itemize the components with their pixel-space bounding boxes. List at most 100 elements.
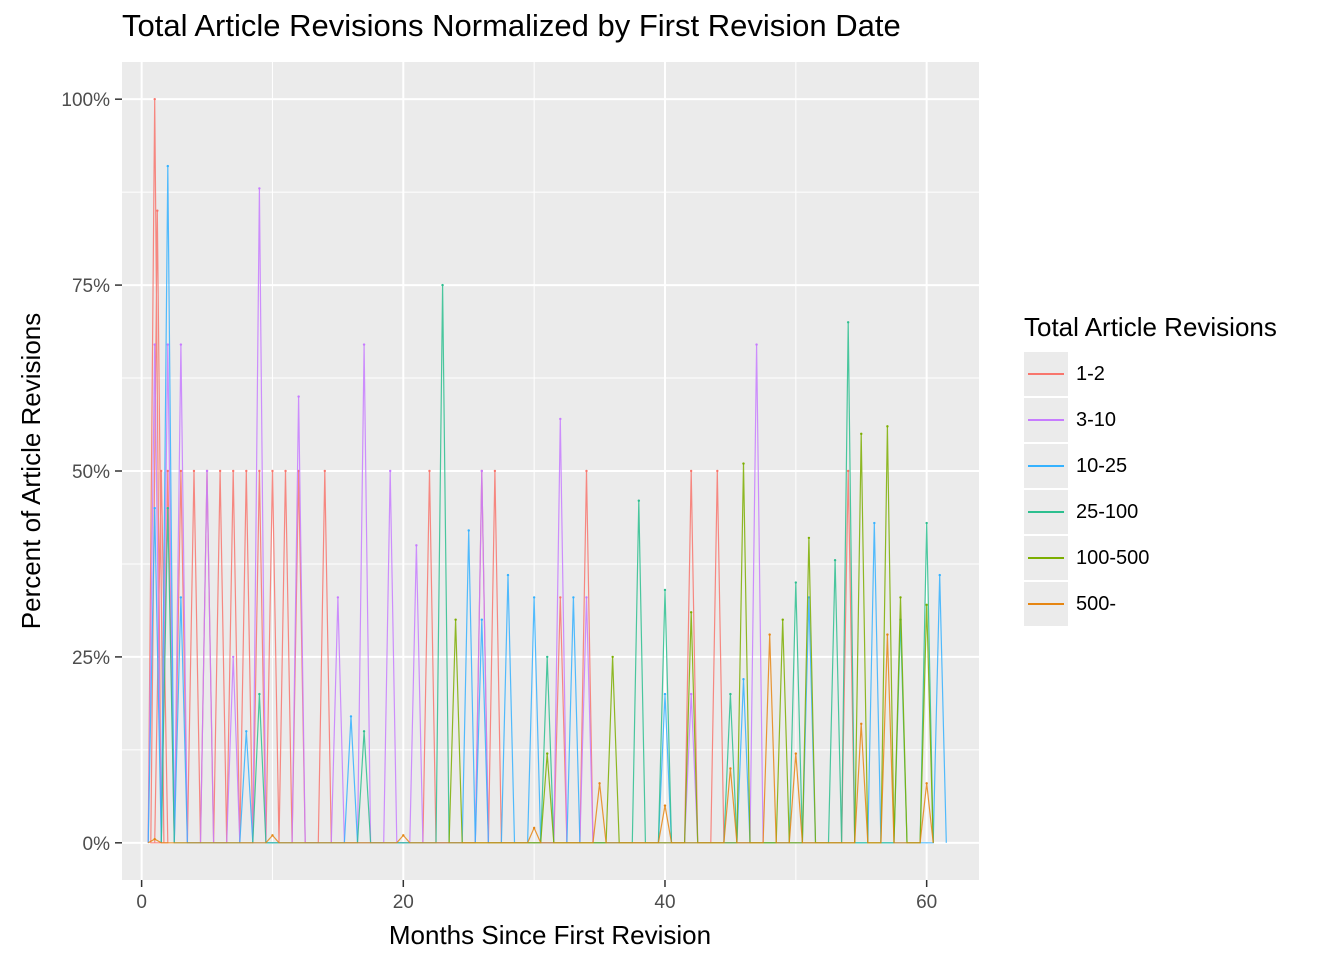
- data-point: [232, 655, 235, 659]
- data-point: [271, 834, 274, 837]
- legend-swatch: [1028, 373, 1064, 375]
- data-point: [467, 529, 470, 532]
- data-point: [729, 692, 732, 696]
- legend-key: [1024, 352, 1068, 396]
- data-point: [336, 596, 340, 599]
- data-point: [833, 559, 837, 562]
- data-point: [454, 618, 457, 621]
- legend-label: 10-25: [1076, 454, 1128, 477]
- legend: Total Article Revisions 1-2 3-10 10-25 25-1…: [1024, 312, 1277, 627]
- legend-label: 25-100: [1076, 500, 1139, 523]
- data-point: [179, 469, 183, 473]
- data-point: [166, 343, 169, 346]
- series-lines: [147, 97, 947, 844]
- legend-items: 1-2 3-10 10-25 25-100 100-500 500-: [1024, 351, 1277, 627]
- data-point: [585, 469, 588, 473]
- data-point: [402, 834, 405, 837]
- data-point: [742, 678, 745, 681]
- data-point: [689, 469, 693, 473]
- data-point: [925, 603, 928, 607]
- data-point: [232, 469, 235, 473]
- legend-swatch: [1028, 511, 1064, 513]
- legend-item: 1-2: [1024, 351, 1277, 397]
- data-point: [493, 469, 497, 473]
- data-point: [755, 343, 758, 346]
- data-point: [258, 692, 261, 696]
- data-point: [611, 655, 614, 659]
- data-point: [245, 469, 248, 473]
- y-tick-label: 25%: [72, 648, 110, 669]
- legend-key: [1024, 536, 1068, 580]
- data-point: [559, 417, 562, 421]
- data-point: [428, 469, 431, 473]
- legend-label: 100-500: [1076, 546, 1150, 569]
- data-point: [742, 462, 745, 465]
- data-point: [794, 752, 798, 755]
- legend-item: 100-500: [1024, 535, 1277, 581]
- data-point: [860, 722, 863, 726]
- data-point: [781, 618, 784, 621]
- data-point: [166, 469, 169, 473]
- data-point: [716, 469, 719, 473]
- data-point: [585, 596, 588, 599]
- data-point: [598, 782, 601, 785]
- data-point: [663, 804, 667, 807]
- data-point: [153, 343, 156, 346]
- data-point: [886, 425, 889, 428]
- data-point: [153, 837, 156, 841]
- legend-key: [1024, 398, 1068, 442]
- data-point: [179, 343, 183, 346]
- legend-swatch: [1028, 603, 1064, 605]
- data-point: [768, 633, 771, 636]
- legend-item: 10-25: [1024, 443, 1277, 489]
- legend-key: [1024, 490, 1068, 534]
- legend-label: 500-: [1076, 592, 1117, 615]
- data-point: [179, 596, 183, 599]
- data-point: [297, 395, 300, 398]
- data-point: [899, 596, 902, 599]
- data-point: [389, 469, 392, 473]
- data-point: [349, 715, 353, 718]
- y-tick-label: 100%: [61, 90, 110, 111]
- series-25-100: [160, 283, 934, 844]
- data-point: [323, 469, 327, 473]
- data-point: [546, 655, 549, 659]
- data-point: [284, 469, 287, 473]
- data-point: [860, 432, 863, 436]
- data-point: [480, 618, 484, 621]
- axes: 0 20 40 60 0% 25% 50% 75% 100%: [61, 90, 937, 913]
- data-point: [938, 573, 941, 577]
- data-point: [153, 97, 156, 101]
- data-point: [245, 730, 248, 733]
- data-point: [480, 469, 484, 473]
- data-point: [271, 469, 274, 473]
- data-point: [846, 321, 850, 324]
- data-point: [572, 596, 575, 599]
- series-line: [147, 634, 934, 844]
- legend-item: 25-100: [1024, 489, 1277, 535]
- data-point: [689, 692, 693, 696]
- legend-swatch: [1028, 419, 1064, 421]
- data-point: [166, 164, 169, 168]
- data-point: [546, 752, 549, 755]
- data-point: [441, 283, 444, 287]
- data-point: [362, 730, 366, 733]
- legend-item: 500-: [1024, 581, 1277, 627]
- chart-title: Total Article Revisions Normalized by Fi…: [122, 8, 901, 43]
- data-point: [156, 209, 159, 212]
- data-point: [637, 499, 641, 502]
- x-tick-label: 0: [136, 892, 147, 913]
- series-line: [147, 188, 764, 844]
- data-point: [166, 506, 169, 510]
- data-point: [258, 469, 261, 473]
- x-tick-label: 60: [916, 892, 937, 913]
- legend-label: 3-10: [1076, 408, 1117, 431]
- data-point: [663, 588, 667, 592]
- data-point: [205, 469, 209, 473]
- series-500-: [147, 633, 934, 844]
- legend-swatch: [1028, 465, 1064, 467]
- series-line: [160, 285, 934, 844]
- data-point: [873, 521, 876, 525]
- data-point: [559, 596, 562, 599]
